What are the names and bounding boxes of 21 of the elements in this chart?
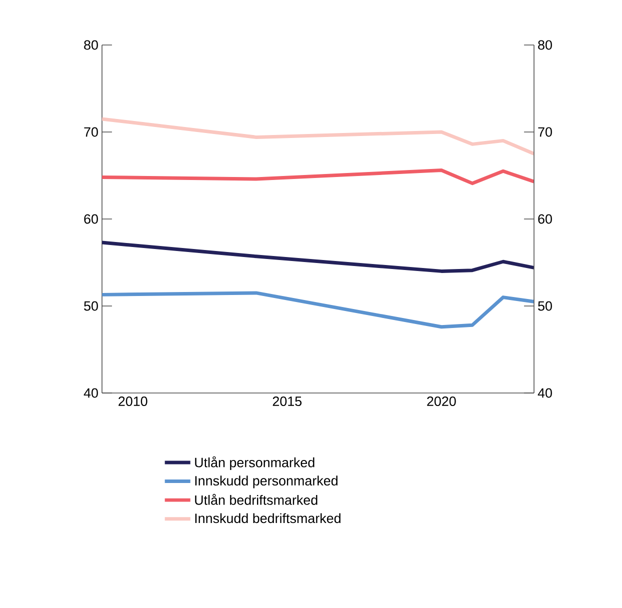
y-tick-label: 50 <box>538 301 552 311</box>
legend-label: Innskudd personmarked <box>195 476 338 488</box>
y-tick-label: 80 <box>538 40 552 50</box>
y-tick-label: 70 <box>538 127 552 137</box>
x-tick-label: 2010 <box>118 396 148 406</box>
y2-tick-label: 60 <box>84 214 98 224</box>
y2-tick-label: 40 <box>84 388 98 398</box>
line-series <box>102 117 534 156</box>
legend-label: Innskudd bedriftsmarked <box>195 513 340 524</box>
y-tick-label: 40 <box>538 388 552 398</box>
legend-label: Utlån bedriftsmarked <box>195 494 318 505</box>
line-series <box>102 168 534 186</box>
y-tick-label: 60 <box>538 214 552 224</box>
line-series <box>102 240 534 273</box>
x-tick-label: 2020 <box>427 396 456 406</box>
y2-tick-label: 70 <box>84 127 98 137</box>
legend-label: Utlån personmarked <box>195 456 314 470</box>
y2-tick-label: 80 <box>84 40 98 50</box>
y2-tick-label: 50 <box>84 301 98 311</box>
line-series <box>102 291 534 329</box>
x-tick-label: 2015 <box>272 396 302 406</box>
